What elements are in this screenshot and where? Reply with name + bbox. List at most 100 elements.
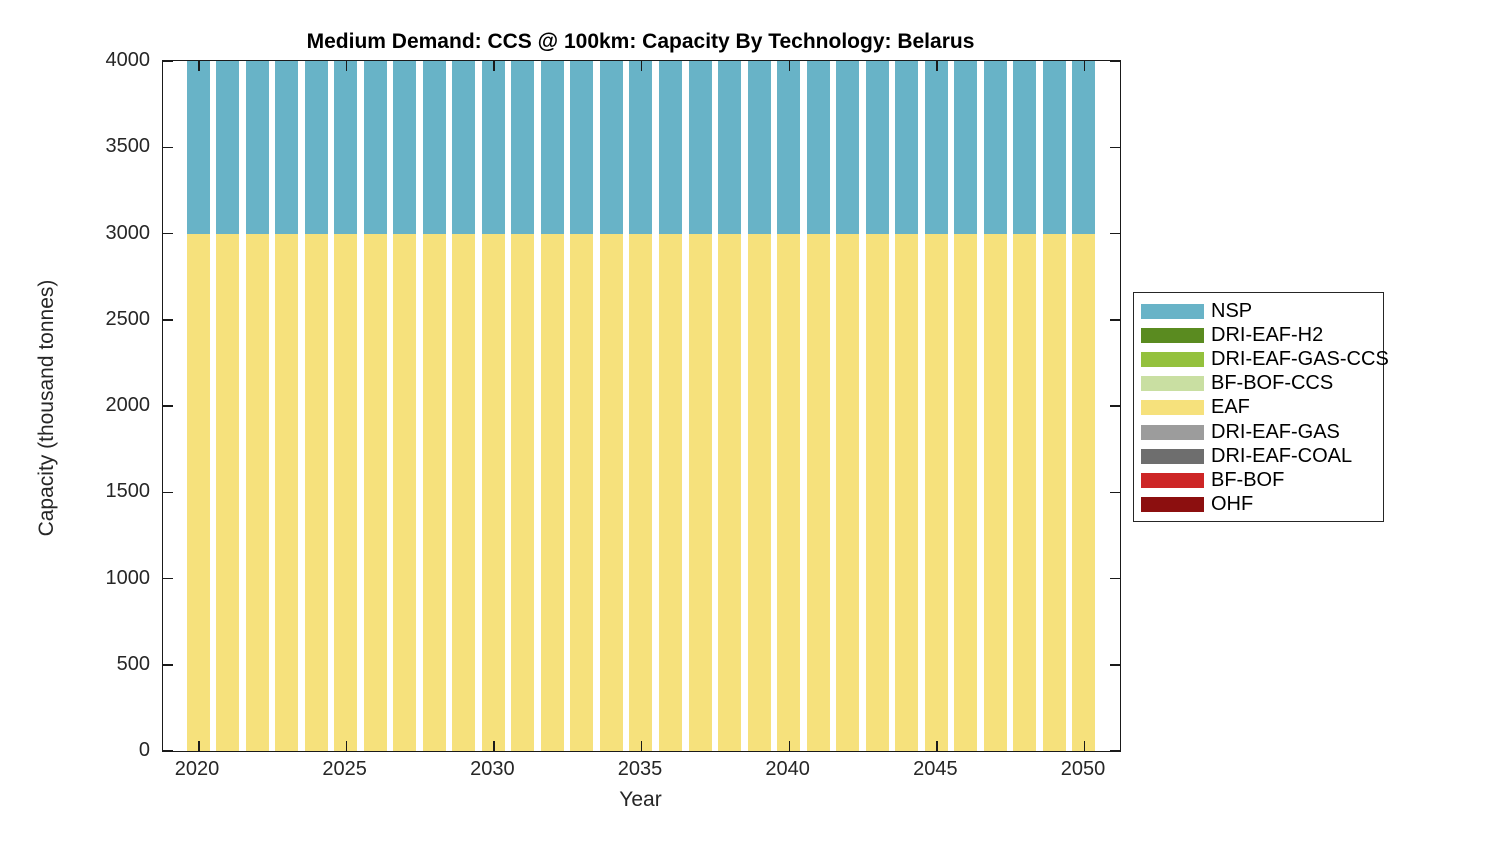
bar-segment-eaf: [275, 233, 299, 751]
bar-segment-nsp: [1042, 61, 1066, 234]
legend-entry-nsp: NSP: [1134, 299, 1383, 323]
bar-segment-eaf: [481, 233, 505, 751]
legend-swatch: [1141, 376, 1204, 392]
bar-segment-nsp: [186, 61, 210, 234]
bar-segment-eaf: [688, 233, 712, 751]
x-tick-mark: [640, 741, 643, 751]
bar-segment-eaf: [334, 233, 358, 751]
bar-segment-nsp: [540, 61, 564, 234]
y-tick-mark: [1110, 319, 1120, 321]
bar-segment-eaf: [983, 233, 1007, 751]
bar-segment-nsp: [245, 61, 269, 234]
bar-segment-nsp: [304, 61, 328, 234]
x-tick-mark: [788, 61, 791, 71]
plot-area: [162, 60, 1121, 752]
legend-swatch: [1141, 497, 1204, 513]
y-tick-mark: [163, 577, 173, 580]
bar-segment-eaf: [540, 233, 564, 751]
bar-segment-eaf: [304, 233, 328, 751]
x-tick-mark: [345, 741, 348, 751]
x-tick-label: 2020: [174, 758, 220, 780]
y-tick-mark: [163, 664, 173, 666]
bar-segment-eaf: [393, 233, 417, 751]
x-tick-mark: [936, 741, 938, 751]
y-tick-label: 1500: [105, 480, 151, 503]
y-tick-label: 3000: [105, 221, 151, 244]
bar-segment-eaf: [629, 233, 653, 751]
y-tick-mark: [163, 491, 173, 493]
legend: NSP DRI-EAF-H2 DRI-EAF-GAS-CCS BF-BOF-CCS EA…: [1133, 292, 1389, 522]
legend-label: DRI-EAF-GAS: [1211, 420, 1340, 443]
legend-entry-dri-eaf-gas: DRI-EAF-GAS: [1134, 420, 1383, 444]
legend-swatch: [1141, 351, 1204, 367]
x-tick-mark: [640, 61, 643, 71]
legend-swatch: [1141, 472, 1204, 488]
bar-segment-eaf: [865, 233, 889, 751]
legend-label: OHF: [1211, 493, 1254, 516]
bar-segment-nsp: [216, 61, 240, 234]
y-tick-label: 2000: [105, 394, 151, 416]
bar-segment-eaf: [1013, 233, 1037, 751]
y-tick-mark: [163, 319, 173, 321]
bar-segment-nsp: [481, 61, 505, 234]
bar-segment-nsp: [393, 61, 417, 234]
bar-segment-nsp: [806, 61, 830, 234]
legend-entry-dri-eaf-gas-ccs: DRI-EAF-GAS-CCS: [1134, 347, 1389, 371]
bar-segment-eaf: [718, 233, 742, 751]
legend-swatch: [1141, 303, 1204, 319]
x-tick-label: 2025: [322, 758, 367, 780]
bar-segment-nsp: [747, 61, 771, 234]
bar-segment-eaf: [954, 233, 978, 751]
bar-segment-nsp: [599, 61, 623, 234]
y-tick-mark: [1110, 405, 1120, 407]
bar-segment-eaf: [1072, 233, 1096, 751]
bar-segment-eaf: [599, 233, 623, 751]
bar-segment-nsp: [1072, 61, 1096, 234]
legend-label: BF-BOF: [1211, 468, 1285, 491]
legend-entry-dri-eaf-h2: DRI-EAF-H2: [1134, 323, 1383, 347]
y-tick-mark: [163, 60, 173, 62]
y-tick-mark: [163, 146, 173, 148]
y-tick-mark: [163, 232, 173, 235]
y-tick-label: 500: [116, 652, 150, 675]
y-tick-mark: [1110, 491, 1120, 493]
bar-segment-eaf: [186, 233, 210, 751]
y-tick-mark: [163, 405, 173, 407]
bar-segment-nsp: [983, 61, 1007, 234]
bar-segment-eaf: [422, 233, 446, 751]
legend-entry-bf-bof-ccs: BF-BOF-CCS: [1134, 372, 1383, 396]
y-tick-label: 0: [138, 739, 150, 761]
bar-segment-nsp: [718, 61, 742, 234]
bar-segment-eaf: [777, 233, 801, 751]
bar-segment-nsp: [452, 61, 476, 234]
bar-segment-eaf: [245, 233, 269, 751]
y-tick-mark: [1110, 750, 1120, 752]
y-tick-label: 4000: [105, 49, 151, 71]
bar-segment-eaf: [747, 233, 771, 751]
y-tick-label: 2500: [105, 307, 151, 330]
bar-segment-eaf: [511, 233, 535, 751]
bar-segment-eaf: [363, 233, 387, 751]
bar-segment-nsp: [1013, 61, 1037, 234]
x-tick-mark: [936, 61, 938, 71]
y-tick-mark: [1110, 232, 1120, 235]
legend-label: EAF: [1211, 396, 1250, 419]
bar-segment-nsp: [777, 61, 801, 234]
bar-segment-nsp: [511, 61, 535, 234]
x-tick-label: 2045: [913, 758, 958, 780]
bar-segment-eaf: [659, 233, 683, 751]
x-tick-mark: [198, 61, 200, 71]
legend-label: DRI-EAF-H2: [1211, 323, 1324, 346]
x-tick-mark: [345, 61, 348, 71]
bar-segment-nsp: [865, 61, 889, 234]
legend-swatch: [1141, 424, 1204, 440]
legend-entry-eaf: EAF: [1134, 396, 1383, 420]
y-tick-label: 3500: [105, 135, 151, 158]
legend-label: DRI-EAF-COAL: [1211, 444, 1353, 467]
legend-label: BF-BOF-CCS: [1211, 372, 1334, 395]
bar-segment-nsp: [688, 61, 712, 234]
x-tick-mark: [493, 741, 495, 751]
y-tick-mark: [1110, 577, 1120, 580]
bar-segment-eaf: [1042, 233, 1066, 751]
chart-title: Medium Demand: CCS @ 100km: Capacity By …: [306, 30, 975, 53]
